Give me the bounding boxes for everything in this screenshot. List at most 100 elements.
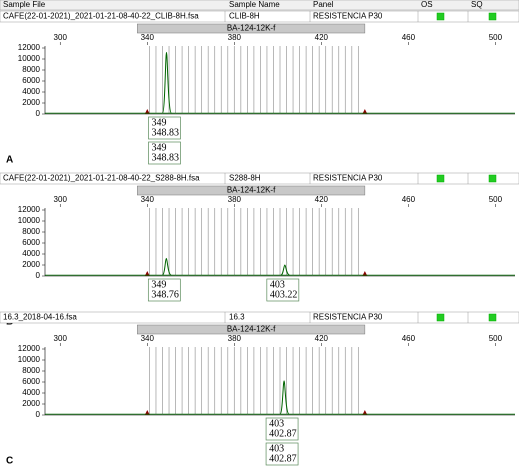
y-tick-label: 12000	[18, 344, 41, 353]
sample-file: CAFE(22-01-2021)_2021-01-21-08-40-22_CLI…	[3, 12, 199, 21]
column-header: Sample Name	[229, 0, 280, 9]
column-header: OS	[421, 0, 433, 9]
y-tick-label: 12000	[18, 43, 41, 52]
marker-name: BA-124-12K-f	[227, 325, 276, 334]
sample-name: CLIB-8H	[229, 12, 260, 21]
y-tick-label: 8000	[22, 65, 40, 74]
sq-indicator	[488, 313, 497, 322]
x-tick-label: 500	[489, 334, 503, 343]
x-tick-label: 300	[54, 33, 68, 42]
y-tick-label: 2000	[22, 399, 40, 408]
sample-name: 16.3	[229, 313, 245, 322]
peak-label-box	[148, 116, 181, 140]
x-tick-label: 420	[315, 33, 329, 42]
marker-bar	[137, 185, 366, 196]
x-tick-label: 500	[489, 33, 503, 42]
sq-indicator	[488, 12, 497, 21]
x-tick-label: 340	[141, 195, 155, 204]
peak	[279, 380, 290, 415]
x-tick-label: 420	[315, 334, 329, 343]
panel-name: RESISTENCIA P30	[313, 12, 383, 21]
panel-name: RESISTENCIA P30	[313, 313, 383, 322]
x-tick-label: 500	[489, 195, 503, 204]
os-indicator	[436, 313, 445, 322]
peak	[161, 51, 172, 114]
panel-letter: C	[6, 456, 13, 467]
range-marker	[362, 271, 368, 276]
marker-bar	[137, 324, 366, 335]
sample-row	[0, 311, 519, 324]
os-indicator	[436, 174, 445, 183]
x-tick-label: 300	[54, 334, 68, 343]
allele-size: 403.22	[270, 289, 298, 300]
x-tick-label: 300	[54, 195, 68, 204]
y-tick-label: 6000	[22, 238, 40, 247]
range-marker	[144, 271, 150, 276]
range-marker	[144, 109, 150, 114]
header-row	[0, 0, 519, 11]
x-tick-label: 380	[228, 33, 242, 42]
y-tick-label: 8000	[22, 366, 40, 375]
marker-bar	[137, 23, 366, 34]
y-tick-label: 6000	[22, 76, 40, 85]
allele-call: 403	[270, 279, 285, 290]
allele-size: 348.76	[151, 289, 179, 300]
sample-name: S288-8H	[229, 174, 261, 183]
range-marker	[362, 109, 368, 114]
y-tick-label: 0	[36, 410, 41, 419]
sample-file: CAFE(22-01-2021)_2021-01-21-08-40-22_S28…	[3, 174, 200, 183]
range-marker	[362, 410, 368, 415]
y-tick-label: 4000	[22, 87, 40, 96]
sq-indicator	[488, 174, 497, 183]
panel-letter: A	[6, 155, 13, 166]
y-tick-label: 6000	[22, 377, 40, 386]
marker-name: BA-124-12K-f	[227, 24, 276, 33]
sample-row	[0, 10, 519, 23]
y-tick-label: 10000	[18, 355, 41, 364]
x-tick-label: 340	[141, 334, 155, 343]
allele-size: 348.83	[151, 152, 179, 163]
y-tick-label: 10000	[18, 216, 41, 225]
peak-label-box	[266, 278, 300, 302]
x-tick-label: 380	[228, 195, 242, 204]
allele-size: 402.87	[269, 453, 297, 464]
y-tick-label: 8000	[22, 227, 40, 236]
x-tick-label: 380	[228, 334, 242, 343]
range-marker	[144, 410, 150, 415]
peak-label-box	[148, 141, 181, 165]
allele-size: 402.87	[269, 428, 297, 439]
peak	[280, 264, 290, 276]
x-tick-label: 460	[402, 33, 416, 42]
os-indicator	[436, 12, 445, 21]
sample-file: 16.3_2018-04-16.fsa	[3, 313, 77, 322]
y-tick-label: 12000	[18, 205, 41, 214]
y-tick-label: 2000	[22, 98, 40, 107]
x-tick-label: 340	[141, 33, 155, 42]
y-tick-label: 10000	[18, 54, 41, 63]
allele-call: 349	[151, 142, 166, 153]
allele-call: 349	[151, 279, 166, 290]
sample-row	[0, 172, 519, 185]
peak-label-box	[265, 417, 299, 441]
peak-label-box	[265, 442, 299, 466]
column-header: SQ	[471, 0, 483, 9]
y-tick-label: 4000	[22, 249, 40, 258]
y-tick-label: 2000	[22, 260, 40, 269]
column-header: Panel	[313, 0, 334, 9]
column-header: Sample File	[3, 0, 46, 9]
allele-size: 348.83	[151, 127, 179, 138]
peak-label-box	[147, 278, 181, 302]
allele-call: 403	[269, 443, 284, 454]
allele-call: 403	[269, 418, 284, 429]
y-tick-label: 4000	[22, 388, 40, 397]
allele-call: 349	[151, 117, 166, 128]
peak	[161, 257, 172, 276]
x-tick-label: 460	[402, 195, 416, 204]
marker-name: BA-124-12K-f	[227, 186, 276, 195]
x-tick-label: 460	[402, 334, 416, 343]
y-tick-label: 0	[36, 271, 41, 280]
y-tick-label: 0	[36, 109, 41, 118]
panel-name: RESISTENCIA P30	[313, 174, 383, 183]
